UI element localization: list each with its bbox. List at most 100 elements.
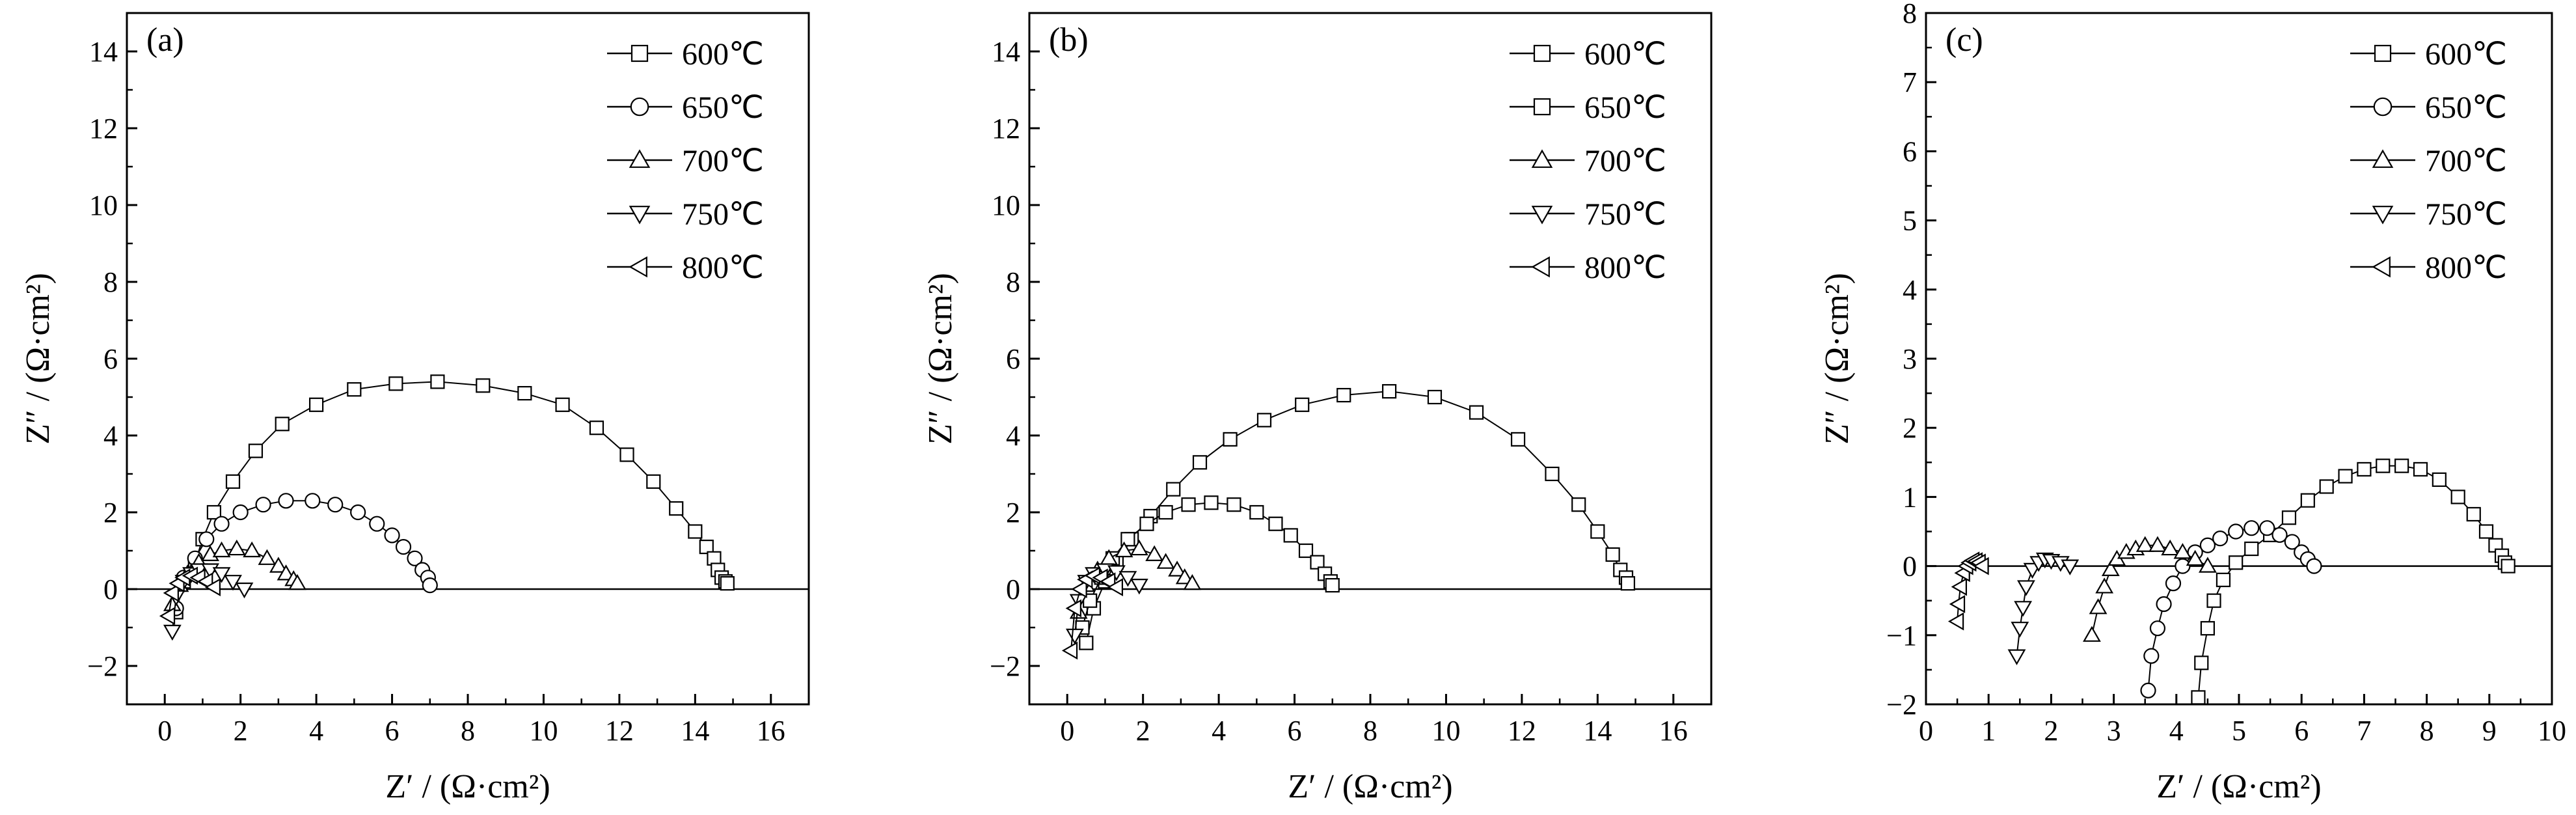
y-tick-label-c-4: 2: [1903, 412, 1917, 444]
data-point-c-1-0: [2140, 682, 2156, 698]
data-point-b-1-10: [1249, 504, 1264, 520]
x-tick-label-b-6: 12: [1508, 715, 1536, 747]
legend-marker-a-2: [629, 149, 651, 168]
panel-label-c: (c): [1946, 21, 1983, 59]
y-tick-label-a-3: 4: [103, 420, 118, 452]
data-point-a-0-17: [646, 474, 661, 489]
data-point-b-4-0: [1061, 641, 1078, 660]
data-point-a-1-12: [384, 527, 400, 544]
x-tick-label-b-4: 8: [1363, 715, 1377, 747]
y-tick-label-b-7: 12: [992, 113, 1020, 145]
data-point-b-0-19: [1605, 547, 1620, 562]
series-b-4: [1061, 566, 1124, 660]
data-point-b-1-8: [1204, 495, 1219, 510]
x-tick-label-a-8: 16: [757, 715, 785, 747]
series-line-a-0: [175, 381, 728, 613]
legend-label-a-4: 800℃: [682, 251, 764, 285]
data-point-a-0-14: [555, 397, 570, 412]
data-point-c-0-19: [2478, 524, 2494, 539]
x-tick-label-a-2: 4: [309, 715, 323, 747]
data-point-a-1-10: [350, 504, 366, 521]
y-tick-label-c-8: 6: [1903, 135, 1917, 167]
data-point-b-0-22: [1620, 576, 1636, 591]
data-point-b-0-16: [1545, 466, 1560, 482]
y-tick-label-b-5: 8: [1006, 266, 1020, 298]
data-point-c-3-3: [2017, 580, 2035, 596]
data-point-c-1-12: [2271, 527, 2288, 543]
y-tick-label-c-3: 1: [1903, 481, 1917, 513]
y-tick-label-a-8: 14: [89, 36, 118, 68]
legend-label-b-4: 800℃: [1584, 251, 1666, 285]
data-point-c-4-9: [1973, 557, 1989, 575]
legend-label-c-0: 600℃: [2425, 37, 2507, 72]
data-point-b-0-15: [1510, 432, 1526, 447]
legend-b: 600℃ 650℃ 700℃ 750℃ 800℃: [1510, 37, 1666, 285]
y-axis-title-b: Z″ / (Ω·cm²): [922, 273, 959, 445]
data-point-b-4-7: [1107, 578, 1124, 596]
x-tick-label-b-7: 14: [1583, 715, 1612, 747]
data-point-b-1-6: [1158, 504, 1173, 520]
data-point-a-3-6: [212, 567, 231, 583]
legend-label-a-2: 700℃: [682, 144, 764, 178]
data-point-a-0-18: [669, 501, 684, 516]
x-tick-label-b-2: 4: [1212, 715, 1226, 747]
panel-c: 0 1 2 3 4 5 6 7 8 9 10 −2 −1 0 1 2 3 4 5 6 7 8 Z′ / (Ω·cm²) Z″ …: [1819, 0, 2566, 805]
data-point-b-0-0: [1079, 635, 1094, 650]
data-point-c-2-2: [2095, 577, 2114, 594]
data-point-c-3-0: [2007, 649, 2026, 665]
data-point-a-3-0: [163, 624, 182, 641]
data-point-c-2-11: [2186, 549, 2204, 566]
data-point-b-0-10: [1295, 397, 1310, 412]
y-tick-label-b-6: 10: [992, 189, 1020, 221]
x-tick-label-b-8: 16: [1659, 715, 1688, 747]
data-point-c-2-1: [2089, 598, 2108, 615]
legend-marker-c-2: [2372, 149, 2394, 168]
x-tick-label-a-5: 10: [529, 715, 558, 747]
data-point-a-0-20: [699, 539, 714, 555]
y-tick-label-a-5: 8: [103, 266, 118, 298]
legend-marker-b-2: [1531, 149, 1553, 168]
series-b-1: [1075, 495, 1340, 635]
data-point-c-1-5: [2175, 558, 2191, 574]
data-point-a-4-0: [159, 607, 176, 626]
data-point-b-2-4: [1115, 541, 1133, 558]
x-tick-label-a-3: 6: [385, 715, 400, 747]
data-point-b-3-7: [1130, 578, 1148, 595]
data-point-b-0-6: [1166, 482, 1181, 497]
x-tick-label-b-3: 6: [1288, 715, 1302, 747]
data-point-b-1-14: [1310, 555, 1325, 570]
data-point-a-0-16: [619, 447, 634, 462]
y-tick-label-b-8: 14: [992, 36, 1020, 68]
data-point-a-1-4: [213, 516, 230, 532]
data-point-c-0-18: [2466, 506, 2481, 522]
data-point-b-1-13: [1298, 543, 1314, 559]
data-point-b-0-17: [1571, 497, 1586, 512]
data-point-b-2-8: [1168, 560, 1186, 577]
y-tick-label-b-2: 2: [1006, 497, 1020, 529]
data-point-c-2-9: [2161, 539, 2180, 556]
data-point-a-0-11: [430, 374, 445, 389]
x-axis-title-c: Z′ / (Ω·cm²): [2156, 768, 2321, 805]
y-tick-label-c-2: 0: [1903, 551, 1917, 583]
legend-label-b-1: 650℃: [1584, 90, 1666, 125]
series-c-1: [2140, 520, 2322, 698]
data-point-a-0-8: [309, 397, 324, 412]
legend-marker-c-4: [2372, 256, 2391, 278]
data-point-a-0-25: [720, 576, 735, 591]
legend-label-c-1: 650℃: [2425, 90, 2507, 125]
data-point-a-0-7: [275, 417, 290, 432]
data-point-c-2-12: [2199, 557, 2217, 573]
data-point-a-0-9: [347, 382, 362, 397]
legend-marker-c-3: [2372, 206, 2394, 225]
data-point-a-1-3: [198, 531, 215, 547]
x-tick-label-a-1: 2: [234, 715, 248, 747]
data-point-c-3-2: [2014, 601, 2033, 617]
data-point-c-0-8: [2281, 510, 2297, 525]
data-point-b-4-2: [1071, 580, 1087, 598]
x-tick-label-c-9: 9: [2482, 715, 2497, 747]
y-tick-label-a-4: 6: [103, 343, 118, 375]
series-a-1: [168, 493, 438, 616]
y-tick-label-c-9: 7: [1903, 66, 1917, 98]
data-point-c-0-14: [2394, 458, 2409, 473]
